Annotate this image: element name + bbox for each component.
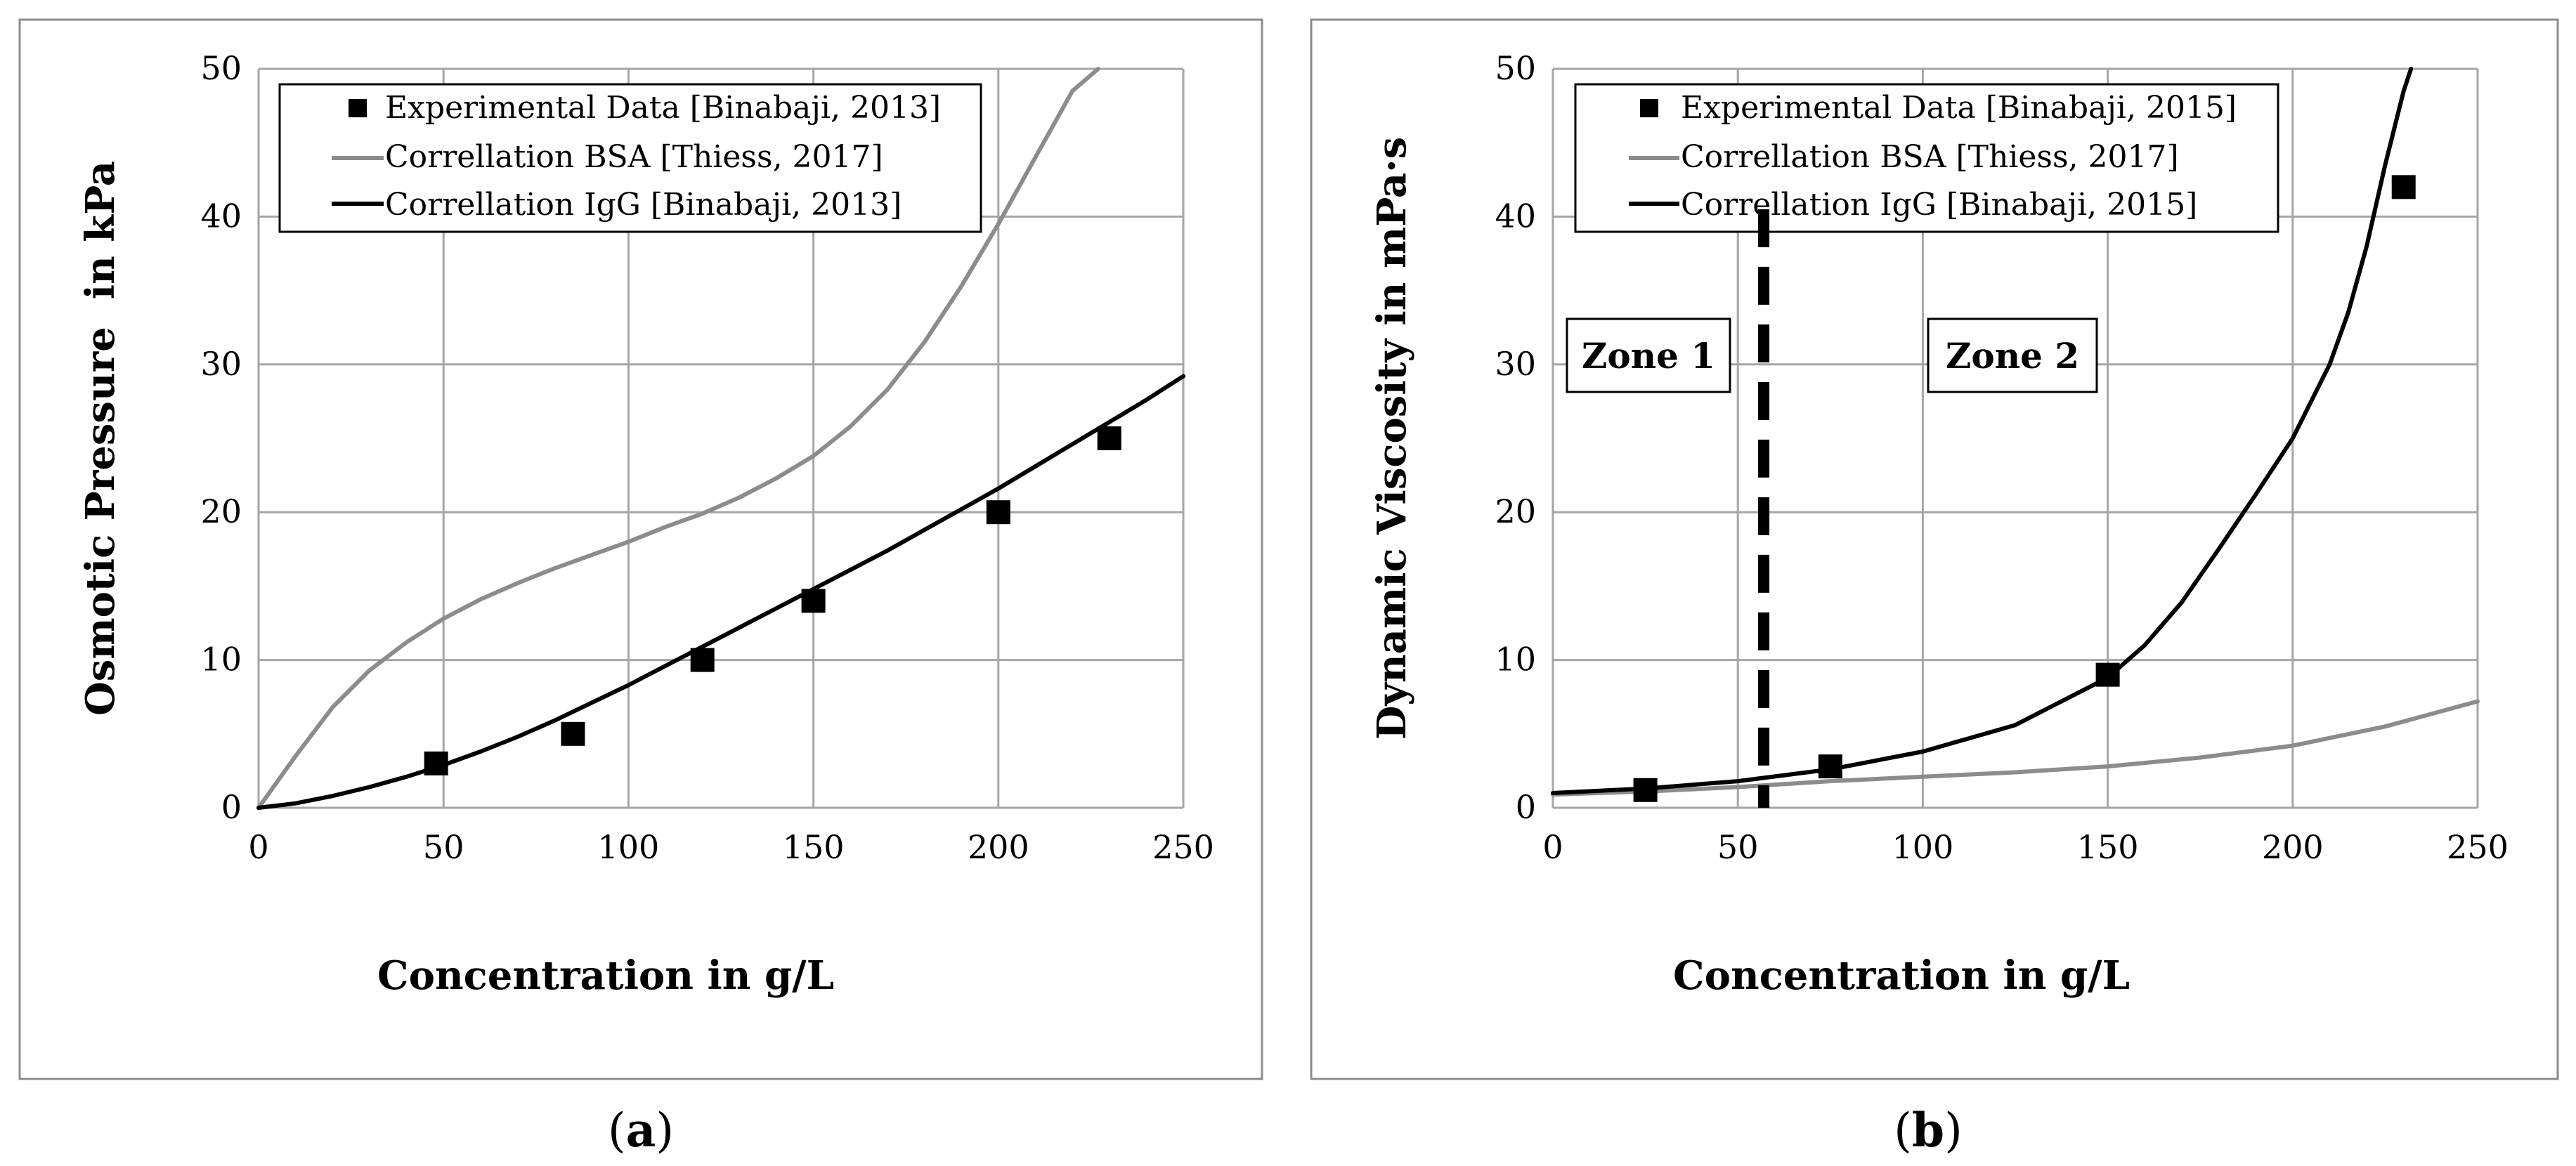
- x-tick-label: 200: [2262, 828, 2324, 866]
- panel-a-y-axis-title: Osmotic Pressure in kPa: [77, 161, 124, 716]
- panel-b-x-axis-title: Concentration in g/L: [1673, 952, 2130, 999]
- y-tick-label: 0: [221, 788, 242, 826]
- panel-b-zone-1-frame: [1566, 317, 1731, 393]
- panel-a-legend-label-experimental: Experimental Data [Binabaji, 2013]: [385, 90, 941, 126]
- panel-a-caption-open: (: [608, 1103, 626, 1158]
- y-tick-label: 30: [200, 345, 242, 383]
- series-line-bsa: [256, 67, 1100, 810]
- data-point-marker: [561, 721, 585, 746]
- panel-a-legend-label-igg: Correllation IgG [Binabaji, 2013]: [385, 187, 902, 223]
- x-tick-label: 250: [1152, 828, 1214, 866]
- series-line-bsa: [1551, 699, 2480, 797]
- panel-b-y-axis-title: Dynamic Viscosity in mPa·s: [1369, 137, 1415, 740]
- data-point-marker: [801, 589, 826, 613]
- x-tick-label: 50: [1717, 828, 1759, 866]
- panel-b-legend-marker-experimental: [1640, 99, 1658, 117]
- y-tick-label: 50: [1495, 49, 1536, 87]
- x-tick-label: 150: [2077, 828, 2139, 866]
- y-tick-label: 30: [1495, 345, 1536, 383]
- data-point-marker: [1097, 426, 1121, 450]
- data-point-marker: [2391, 175, 2416, 199]
- panel-a-osmotic-pressure-chart: 0 10 20 30 40 50 0 50 100 150 200 250 Experimental …: [18, 18, 1263, 1158]
- panel-a-legend-marker-experimental: [349, 99, 367, 117]
- panel-b-tick-labels: 0 10 20 30 40 50 0 50 100 150 200 250: [1495, 49, 2508, 866]
- y-tick-label: 50: [200, 49, 242, 87]
- panel-a-legend-label-bsa: Correllation BSA [Thiess, 2017]: [385, 139, 883, 175]
- series-line-igg: [256, 374, 1185, 810]
- data-point-marker: [690, 648, 715, 672]
- x-tick-label: 250: [2447, 828, 2509, 866]
- panel-a-tick-labels: 0 10 20 30 40 50 0 50 100 150 200 250: [200, 49, 1214, 866]
- panel-b-zone-2-frame: [1927, 317, 2098, 393]
- panel-b-series: [1551, 67, 2480, 802]
- panel-b-dynamic-viscosity-chart: 0 10 20 30 40 50 0 50 100 150 200 250 Zone 1 Zone 2…: [1310, 18, 2559, 1158]
- panel-b-caption-letter: b: [1912, 1103, 1944, 1158]
- data-point-marker: [986, 500, 1010, 525]
- panel-b-legend-label-bsa: Correllation BSA [Thiess, 2017]: [1681, 139, 2179, 175]
- y-tick-label: 0: [1516, 788, 1536, 826]
- x-tick-label: 200: [968, 828, 1029, 866]
- x-tick-label: 0: [248, 828, 268, 866]
- panel-b-legend: Experimental Data [Binabaji, 2015] Corre…: [1574, 83, 2279, 233]
- panel-b-caption: (b): [1894, 1103, 1963, 1158]
- data-point-marker: [424, 751, 448, 775]
- panel-b-zone-2-box: Zone 2: [1927, 317, 2098, 393]
- panel-a-caption-close: ): [656, 1103, 674, 1158]
- x-tick-label: 100: [1892, 828, 1953, 866]
- panel-b-legend-label-experimental: Experimental Data [Binabaji, 2015]: [1681, 90, 2237, 126]
- panel-a-caption: (a): [608, 1103, 674, 1158]
- x-tick-label: 0: [1542, 828, 1563, 866]
- panel-a-caption-letter: a: [626, 1103, 656, 1158]
- panel-b-legend-box: [1574, 83, 2279, 233]
- x-tick-label: 100: [597, 828, 659, 866]
- y-tick-label: 10: [1495, 641, 1536, 679]
- panel-b-caption-open: (: [1894, 1103, 1912, 1158]
- y-tick-label: 40: [200, 197, 242, 235]
- data-point-marker: [2095, 662, 2120, 687]
- y-tick-label: 20: [200, 492, 242, 530]
- panel-a-x-axis-title: Concentration in g/L: [377, 952, 834, 999]
- x-tick-label: 50: [423, 828, 464, 866]
- panel-b-caption-close: ): [1944, 1103, 1963, 1158]
- x-tick-label: 150: [783, 828, 845, 866]
- panel-b-zone-1-label: Zone 1: [1582, 335, 1715, 376]
- series-line-igg: [1551, 67, 2414, 795]
- panel-b-zone-1-box: Zone 1: [1566, 317, 1731, 393]
- panel-b-zone-2-label: Zone 2: [1946, 335, 2079, 376]
- y-tick-label: 20: [1495, 492, 1536, 530]
- data-point-marker: [1818, 754, 1842, 779]
- panel-a-legend: Experimental Data [Binabaji, 2013] Corre…: [278, 83, 982, 233]
- y-tick-label: 40: [1495, 197, 1536, 235]
- panel-a-series: [256, 67, 1185, 810]
- data-point-marker: [1633, 778, 1658, 802]
- y-tick-label: 10: [200, 641, 242, 679]
- panel-a-legend-box: [278, 83, 982, 233]
